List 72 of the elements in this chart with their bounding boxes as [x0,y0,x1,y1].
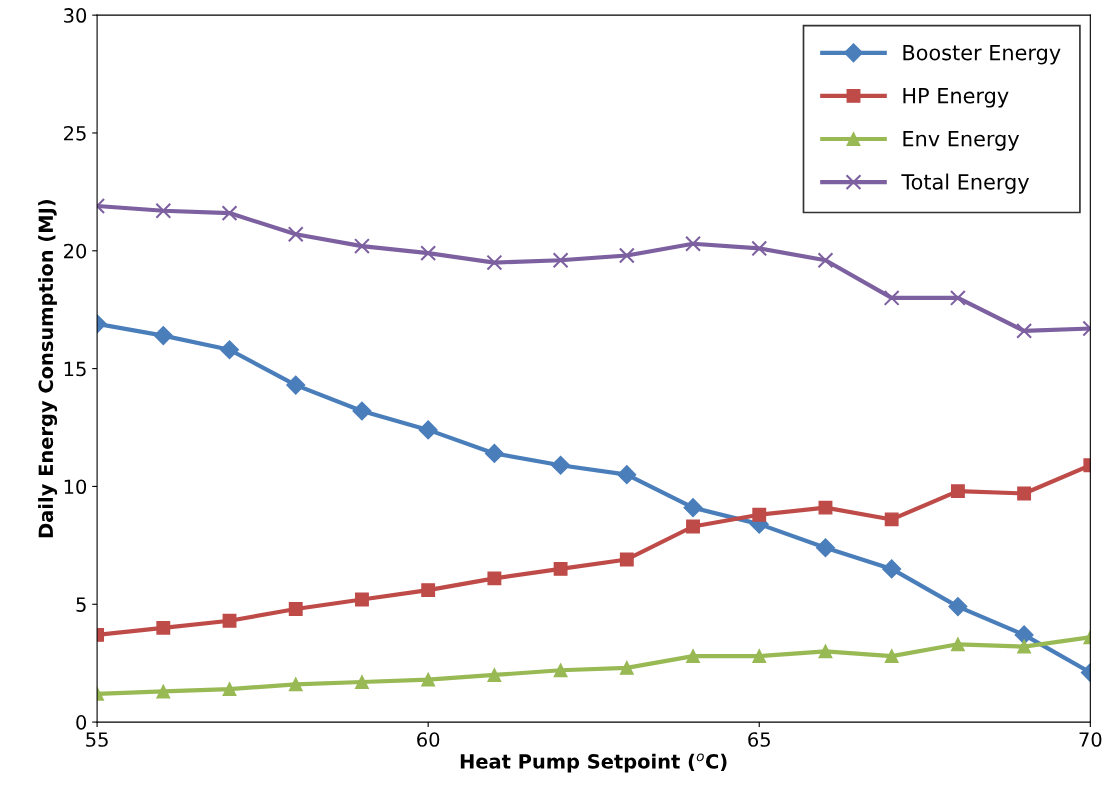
y-tick-label: 30 [64,8,87,23]
point [156,620,171,635]
point [553,561,568,576]
point [156,684,171,699]
point [882,559,902,579]
point [617,465,637,485]
point [551,455,571,475]
point [487,571,502,586]
point [883,289,900,306]
point [1014,625,1034,645]
point [487,668,502,682]
point [288,602,303,616]
y-tick-label: 15 [64,361,86,377]
point [683,498,703,518]
x-tick-label: 70 [1079,732,1102,747]
point [752,507,767,522]
point [1016,322,1033,339]
point [815,538,836,558]
point [421,583,436,598]
point [421,672,436,687]
y-tick-label: 25 [64,125,86,141]
point [486,254,503,271]
y-tick-label: 20 [64,243,87,259]
point [288,677,303,692]
point [286,375,306,395]
point [219,340,240,360]
point [1017,639,1032,654]
y-tick-label: 5 [76,597,86,612]
x-axis-title: Heat Pump Setpoint ($^{o}$C) [460,753,727,773]
legend-label: Booster Energy [903,44,1061,65]
point [222,682,237,697]
point [948,597,968,617]
point [618,247,635,264]
point [950,637,965,652]
point [553,663,568,678]
point [950,484,965,499]
point [355,675,369,689]
point [686,649,700,664]
legend-label: Env Energy [903,131,1020,151]
point [222,613,237,628]
point [353,238,370,255]
legend-label: HP Energy [903,88,1009,108]
x-tick-label: 65 [748,732,770,747]
point [1017,486,1032,501]
point [818,500,833,515]
point [751,240,768,257]
x-tick-label: 55 [86,732,108,747]
point [155,202,172,219]
point [418,420,438,440]
point [484,443,504,463]
y-tick-label: 0 [76,715,87,730]
point [153,326,173,346]
point [949,289,966,306]
point [884,649,899,664]
point [817,252,834,269]
point [884,512,899,527]
point [619,552,634,567]
point [818,644,833,659]
point [552,252,569,269]
point [752,649,767,664]
point [355,592,369,607]
point [221,205,238,222]
point [420,245,437,262]
point [287,226,304,243]
y-axis-title: Daily Energy Consumption (MJ) [38,199,58,538]
x-tick-label: 60 [417,732,440,747]
legend-label: Total Energy [901,173,1029,194]
point [619,660,634,675]
point [352,401,372,421]
y-tick-label: 10 [64,479,87,495]
point [686,519,700,534]
point [685,235,702,252]
